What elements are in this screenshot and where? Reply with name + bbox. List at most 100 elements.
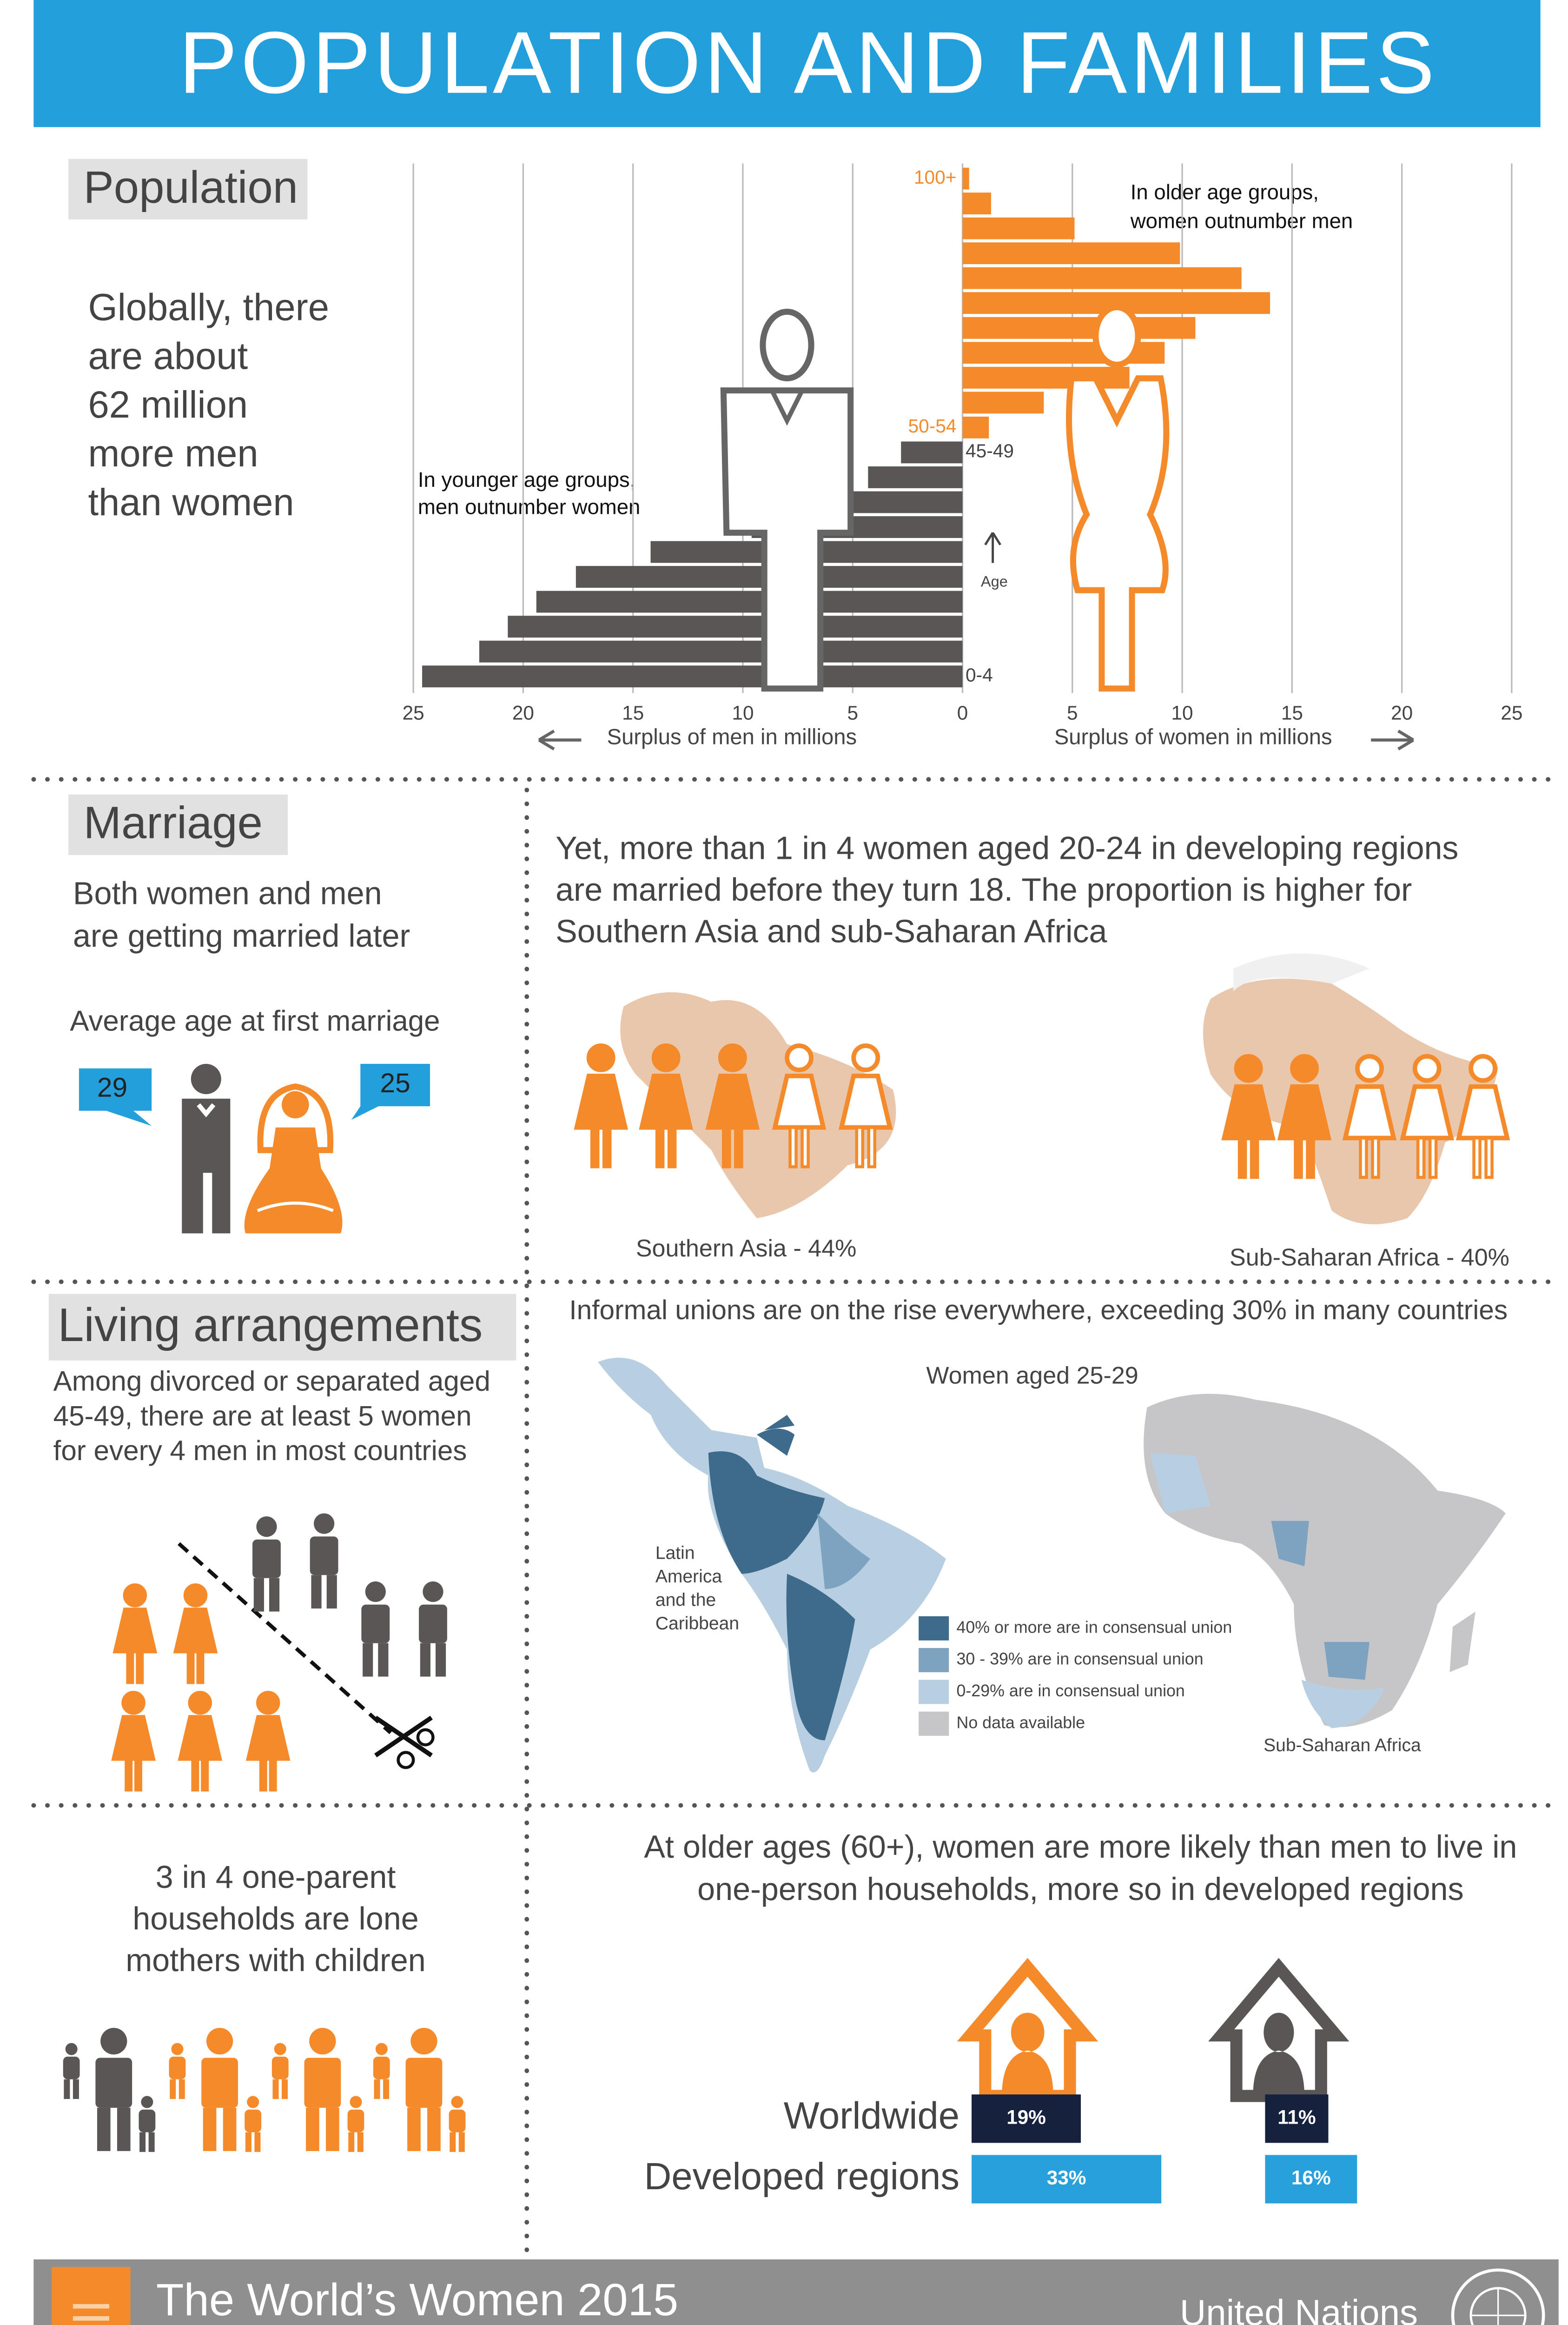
- woman-icon: [196, 1649, 205, 1684]
- annotation: women outnumber men: [1130, 209, 1353, 232]
- legend-label: 40% or more are in consensual union: [957, 1618, 1232, 1636]
- footer-title: The World’s Women 2015: [156, 2274, 678, 2325]
- section-label-bg: [48, 1294, 516, 1361]
- x-tick-label: 15: [622, 702, 644, 724]
- man-icon: [309, 2027, 336, 2055]
- bar: [972, 2094, 1081, 2143]
- age-badge: [351, 1063, 430, 1120]
- intro-line: 62 million: [88, 384, 248, 426]
- woman-icon: [126, 1649, 134, 1684]
- region-label: and the: [655, 1590, 716, 1610]
- man-icon: [97, 2107, 111, 2151]
- household-finding: At older ages (60+), women are more like…: [644, 1829, 1517, 1865]
- map-region: [1301, 1680, 1385, 1728]
- man-icon: [245, 2132, 251, 2152]
- x-tick-label: 20: [512, 702, 534, 724]
- woman-icon: [136, 1649, 144, 1684]
- house-icon-men: [1208, 1958, 1350, 2102]
- map-madagascar: [1449, 1612, 1475, 1673]
- region-label: Latin: [655, 1543, 695, 1563]
- un-emblem: [1451, 2268, 1545, 2325]
- map-subtitle: Women aged 25-29: [926, 1362, 1138, 1389]
- woman-icon: [1400, 1084, 1454, 1141]
- man-icon: [253, 1578, 264, 1612]
- man-icon: [435, 1643, 446, 1677]
- value-label: 16%: [1291, 2167, 1331, 2189]
- woman-icon: [125, 1757, 133, 1792]
- intro-line: Globally, there: [88, 286, 329, 329]
- woman-icon: [1371, 1136, 1380, 1179]
- age-badge: [79, 1068, 152, 1126]
- man-icon: [350, 2096, 362, 2108]
- bar: [962, 392, 1044, 414]
- bar: [1265, 2094, 1329, 2143]
- woman-icon: [602, 1126, 612, 1169]
- man-icon: [314, 1513, 335, 1534]
- map-north-africa: [1233, 953, 1370, 991]
- x-axis-label: Surplus of women in millions: [1054, 724, 1332, 749]
- man-icon: [326, 1575, 337, 1609]
- woman-icon: [734, 1126, 743, 1169]
- man-icon: [169, 2056, 186, 2079]
- intro-line: than women: [88, 481, 294, 524]
- intro-line: more men: [88, 432, 258, 475]
- woman-icon: [186, 1649, 195, 1684]
- marriage-line: are getting married later: [73, 918, 410, 954]
- bar: [901, 441, 963, 464]
- woman-icon: [1294, 1136, 1303, 1179]
- region-stat: Sub-Saharan Africa - 40%: [1230, 1244, 1509, 1271]
- man-icon: [148, 2132, 155, 2152]
- man-icon: [458, 2132, 465, 2152]
- y-tick-label: 50-54: [908, 415, 956, 437]
- x-axis-label: Surplus of men in millions: [607, 724, 857, 749]
- man-icon: [206, 2027, 233, 2055]
- man-icon: [179, 2079, 185, 2099]
- man-icon: [245, 2109, 262, 2132]
- man-icon: [310, 1536, 338, 1575]
- man-icon: [269, 1578, 280, 1612]
- woman-icon: [134, 1757, 142, 1792]
- woman-icon: [1221, 1084, 1276, 1141]
- woman-icon: [183, 1583, 208, 1608]
- woman-icon: [1359, 1136, 1368, 1179]
- category-label: Developed regions: [644, 2155, 959, 2198]
- house-icon-women: [957, 1958, 1098, 2102]
- legend-label: 0-29% are in consensual union: [957, 1681, 1185, 1700]
- woman-figure-head: [1092, 304, 1141, 368]
- un-emblem: [1471, 2288, 1526, 2325]
- man-icon: [306, 2107, 319, 2151]
- bar: [508, 616, 963, 638]
- man-icon: [348, 2132, 355, 2152]
- woman-icon: [1355, 1054, 1384, 1083]
- footer-logo-mark: [73, 2304, 110, 2321]
- woman-icon: [1250, 1136, 1259, 1179]
- woman-icon: [785, 1043, 814, 1072]
- section-heading: Population: [84, 162, 298, 213]
- woman-icon: [1290, 1054, 1319, 1083]
- woman-icon: [1237, 1136, 1247, 1179]
- annotation: men outnumber women: [418, 495, 641, 519]
- map-region: [817, 1513, 871, 1589]
- man-icon: [363, 1643, 373, 1677]
- section-label-bg: [68, 794, 288, 855]
- woman-icon: [1456, 1084, 1510, 1141]
- man-icon: [357, 2132, 364, 2152]
- household-line: 3 in 4 one-parent: [156, 1860, 396, 1895]
- bar: [962, 217, 1075, 239]
- woman-icon: [173, 1608, 218, 1654]
- y-tick-label: 0-4: [966, 664, 993, 685]
- woman-icon: [188, 1691, 212, 1715]
- intro-line: are about: [88, 335, 248, 377]
- man-icon: [427, 2107, 441, 2151]
- groom-bowtie: [197, 1103, 216, 1117]
- x-tick-label: 5: [847, 702, 858, 724]
- map-title: Informal unions are on the rise everywhe…: [569, 1295, 1508, 1325]
- man-icon: [378, 1643, 389, 1677]
- map-region: [708, 1451, 825, 1574]
- man-icon: [304, 2058, 341, 2108]
- man-icon: [347, 2109, 364, 2132]
- bar: [962, 317, 1196, 339]
- map-region: [786, 1574, 855, 1740]
- groom-body: [182, 1098, 231, 1234]
